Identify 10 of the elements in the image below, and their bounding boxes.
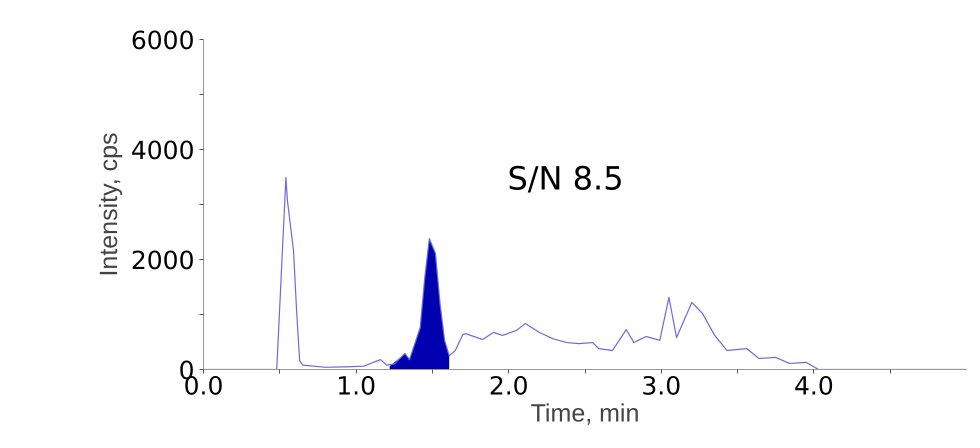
x-tick-label: 1.0 [336,372,376,400]
x-tick-label: 2.0 [488,372,529,400]
y-tick-label: 4000 [130,136,194,165]
y-tick-label: 6000 [130,26,194,55]
x-axis-title: Time, min [530,400,640,428]
annotation: S/N 8.5 [507,160,624,198]
x-tick-label: 4.0 [794,372,834,400]
y-tick-label: 2000 [130,246,194,275]
y-axis-title: Intensity, cps [94,132,123,277]
x-tick-label: 3.0 [641,372,682,400]
